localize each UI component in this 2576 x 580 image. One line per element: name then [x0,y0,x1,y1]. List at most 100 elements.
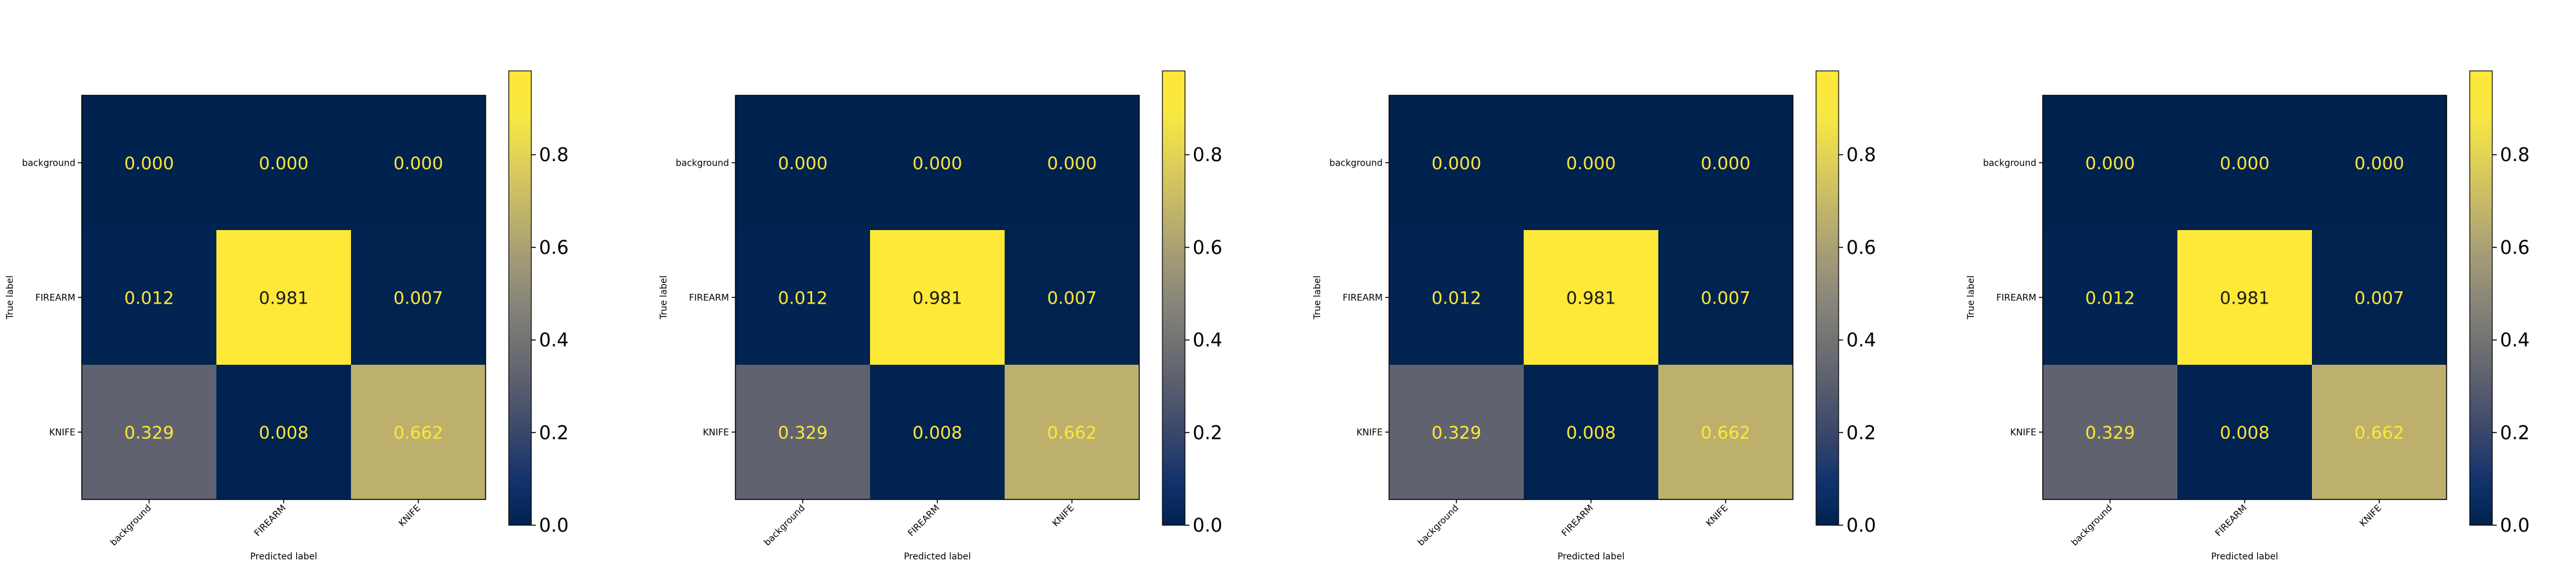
matrix-cell [1389,95,1524,230]
cell-value-label: 0.329 [124,423,174,443]
cell-value-label: 0.000 [913,154,962,174]
matrix-cell [351,365,486,499]
matrix-cell [1524,95,1658,230]
matrix-cell [1658,95,1793,230]
colorbar-tick-label: 0.4 [2500,329,2530,351]
cell-value-label: 0.329 [778,423,828,443]
y-tick-label: background [676,159,729,169]
matrix-cell [2312,95,2447,230]
confusion-matrix-2: 0.000 0.000 0.000 0.012 0.981 0.007 0.329 0.008… [659,70,1222,562]
colorbar-tick-label: 0.2 [1846,421,1876,443]
y-axis-label: True label [5,275,15,320]
cell-value-label: 0.000 [1047,154,1097,174]
y-tick-label: background [1983,159,2036,169]
cell-value-label: 0.000 [259,154,308,174]
matrix-cell [216,365,351,499]
colorbar-tick-label: 0.4 [1193,329,1222,351]
cell-value-label: 0.662 [393,423,443,443]
cell-value-label: 0.662 [2354,423,2404,443]
matrix-cell [351,230,486,365]
cell-value-label: 0.981 [1566,289,1616,309]
cell-value-label: 0.007 [393,289,443,309]
y-axis-label: True label [1312,275,1323,320]
matrix-cell [2043,230,2177,365]
y-tick-label: KNIFE [49,428,75,438]
colorbar-tick-label: 0.4 [1846,329,1876,351]
matrix-cell [351,95,486,230]
matrix-cell [2177,230,2312,365]
matrix-cell [1005,365,1139,499]
colorbar-tick-label: 0.6 [1846,237,1876,258]
cell-value-label: 0.012 [778,289,828,309]
cell-value-label: 0.000 [2085,154,2135,174]
x-axis-label: Predicted label [2211,552,2278,562]
matrix-cell [82,95,216,230]
cell-value-label: 0.007 [1047,289,1097,309]
colorbar-tick-label: 0.2 [2500,421,2530,443]
cell-value-label: 0.000 [778,154,828,174]
cell-value-label: 0.012 [1432,289,1481,309]
x-tick-label: KNIFE [397,503,422,529]
y-tick-label: KNIFE [1356,428,1383,438]
matrix-cell [2312,365,2447,499]
cell-value-label: 0.008 [259,423,308,443]
confusion-matrix-4: 0.000 0.000 0.000 0.012 0.981 0.007 0.329 0.008… [1966,70,2530,562]
cell-value-label: 0.000 [124,154,174,174]
colorbar-tick-label: 0.0 [1846,514,1876,536]
matrix-cell [1658,230,1793,365]
matrix-cell [2177,365,2312,499]
confusion-matrix-1: 0.000 0.000 0.000 0.012 0.981 0.007 0.329 0.008… [5,70,569,562]
matrix-cell [1389,365,1524,499]
y-tick-label: KNIFE [2010,428,2036,438]
colorbar [1162,70,1186,526]
matrix-cell [1005,230,1139,365]
colorbar-tick-label: 0.8 [1846,144,1876,166]
colorbar [508,70,532,526]
matrix-cell [2043,95,2177,230]
cell-value-label: 0.981 [913,289,962,309]
y-tick-label: background [22,159,75,169]
cell-value-label: 0.000 [1566,154,1616,174]
y-axis-label: True label [659,275,669,320]
matrix-cell [2312,230,2447,365]
matrix-cell [1658,365,1793,499]
y-axis-label: True label [1966,275,1976,320]
matrix-cell [735,365,870,499]
matrix-cell [870,365,1005,499]
cell-value-label: 0.000 [2220,154,2269,174]
cell-value-label: 0.662 [1701,423,1750,443]
colorbar-tick-label: 0.6 [2500,237,2530,258]
colorbar-tick-label: 0.0 [539,514,569,536]
cell-value-label: 0.000 [1701,154,1750,174]
cell-value-label: 0.012 [2085,289,2135,309]
x-tick-label: FIREARM [906,503,942,539]
x-tick-label: background [762,503,807,548]
matrix-cell [870,95,1005,230]
x-tick-label: background [2069,503,2114,548]
cell-value-label: 0.007 [1701,289,1750,309]
matrix-cell [2177,95,2312,230]
matrix-cell [1005,95,1139,230]
cell-value-label: 0.981 [259,289,308,309]
colorbar-tick-label: 0.2 [1193,421,1222,443]
x-axis-label: Predicted label [1557,552,1624,562]
x-tick-label: background [1416,503,1461,548]
matrix-cell [216,230,351,365]
colorbar [1815,70,1839,526]
colorbar-tick-label: 0.8 [1193,144,1222,166]
x-tick-label: FIREARM [252,503,288,539]
cell-value-label: 0.008 [1566,423,1616,443]
colorbar-tick-label: 0.6 [1193,237,1222,258]
matrix-cell [1524,230,1658,365]
colorbar-tick-label: 0.8 [2500,144,2530,166]
y-tick-label: FIREARM [1996,293,2036,304]
y-tick-label: background [1329,159,1383,169]
confusion-matrix-3: 0.000 0.000 0.000 0.012 0.981 0.007 0.329 0.008… [1312,70,1876,562]
colorbar-tick-label: 0.0 [1193,514,1222,536]
matrix-cell [82,365,216,499]
matrix-cell [2043,365,2177,499]
y-tick-label: FIREARM [1343,293,1383,304]
cell-value-label: 0.007 [2354,289,2404,309]
x-tick-label: KNIFE [1050,503,1076,529]
